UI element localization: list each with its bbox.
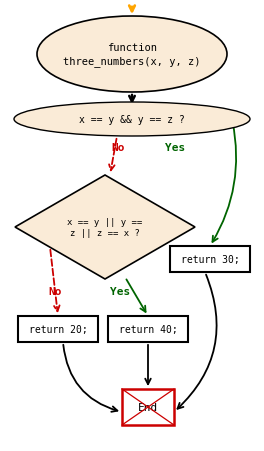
FancyBboxPatch shape (170, 246, 250, 272)
Text: Yes: Yes (110, 286, 130, 296)
FancyBboxPatch shape (18, 316, 98, 342)
Text: End: End (138, 402, 158, 412)
FancyBboxPatch shape (122, 389, 174, 425)
Text: x == y || y ==
z || z == x ?: x == y || y == z || z == x ? (67, 217, 143, 238)
Text: No: No (48, 286, 62, 296)
Ellipse shape (14, 103, 250, 137)
Ellipse shape (37, 17, 227, 93)
FancyArrowPatch shape (213, 123, 236, 242)
Text: Yes: Yes (165, 143, 185, 152)
Text: return 30;: return 30; (181, 254, 239, 264)
FancyBboxPatch shape (108, 316, 188, 342)
Polygon shape (15, 175, 195, 279)
Text: return 40;: return 40; (119, 324, 177, 334)
Text: return 20;: return 20; (29, 324, 87, 334)
Text: function
three_numbers(x, y, z): function three_numbers(x, y, z) (63, 43, 201, 66)
FancyArrowPatch shape (177, 275, 217, 409)
FancyArrowPatch shape (63, 345, 117, 412)
Text: x == y && y == z ?: x == y && y == z ? (79, 115, 185, 125)
Text: No: No (111, 143, 125, 152)
